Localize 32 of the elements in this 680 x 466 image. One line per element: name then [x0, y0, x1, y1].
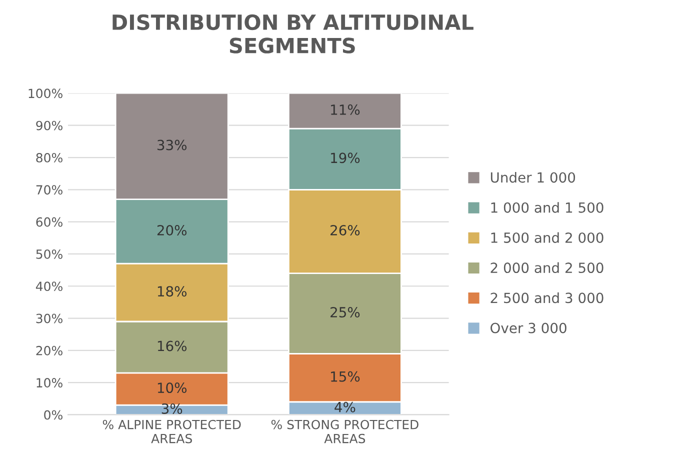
- y-tick-label: 0%: [44, 410, 62, 420]
- y-tick-label: 30%: [36, 314, 62, 324]
- data-label: 19%: [331, 152, 360, 164]
- legend-label: 1 000 and 1 500: [491, 202, 604, 213]
- x-tick-label: % ALPINE PROTECTED AREAS: [102, 420, 241, 444]
- data-label: 26%: [330, 224, 360, 236]
- legend-label: 2 000 and 2 500: [490, 262, 604, 274]
- data-label: 15%: [331, 371, 360, 382]
- y-tick-label: 40%: [36, 282, 62, 292]
- data-label: 20%: [157, 224, 187, 236]
- y-tick-label: 10%: [36, 378, 62, 388]
- y-tick-label: 60%: [36, 217, 62, 227]
- data-label: 18%: [158, 286, 187, 297]
- legend-label: 1 500 and 2 000: [491, 232, 604, 243]
- y-tick-label: 100%: [28, 88, 62, 98]
- x-tick-label: % STRONG PROTECTED AREAS: [271, 420, 418, 444]
- y-tick-label: 90%: [36, 120, 62, 130]
- data-label: 4%: [334, 402, 356, 412]
- data-label: 11%: [331, 104, 360, 115]
- legend-label: 2 500 and 3 000: [490, 292, 604, 304]
- data-label: 25%: [330, 306, 360, 318]
- legend-label: Over 3 000: [490, 322, 566, 334]
- data-label: 16%: [158, 340, 187, 352]
- data-label: 10%: [158, 382, 187, 394]
- y-tick-label: 50%: [36, 249, 62, 259]
- y-tick-label: 70%: [36, 185, 62, 195]
- chart-title: DISTRIBUTION BY ALTITUDINAL SEGMENTS: [112, 14, 474, 54]
- data-label: 33%: [157, 140, 187, 150]
- y-tick-label: 80%: [36, 152, 62, 162]
- data-label: 3%: [162, 403, 182, 414]
- y-tick-label: 20%: [36, 346, 62, 356]
- legend-label: Under 1 000: [490, 172, 576, 183]
